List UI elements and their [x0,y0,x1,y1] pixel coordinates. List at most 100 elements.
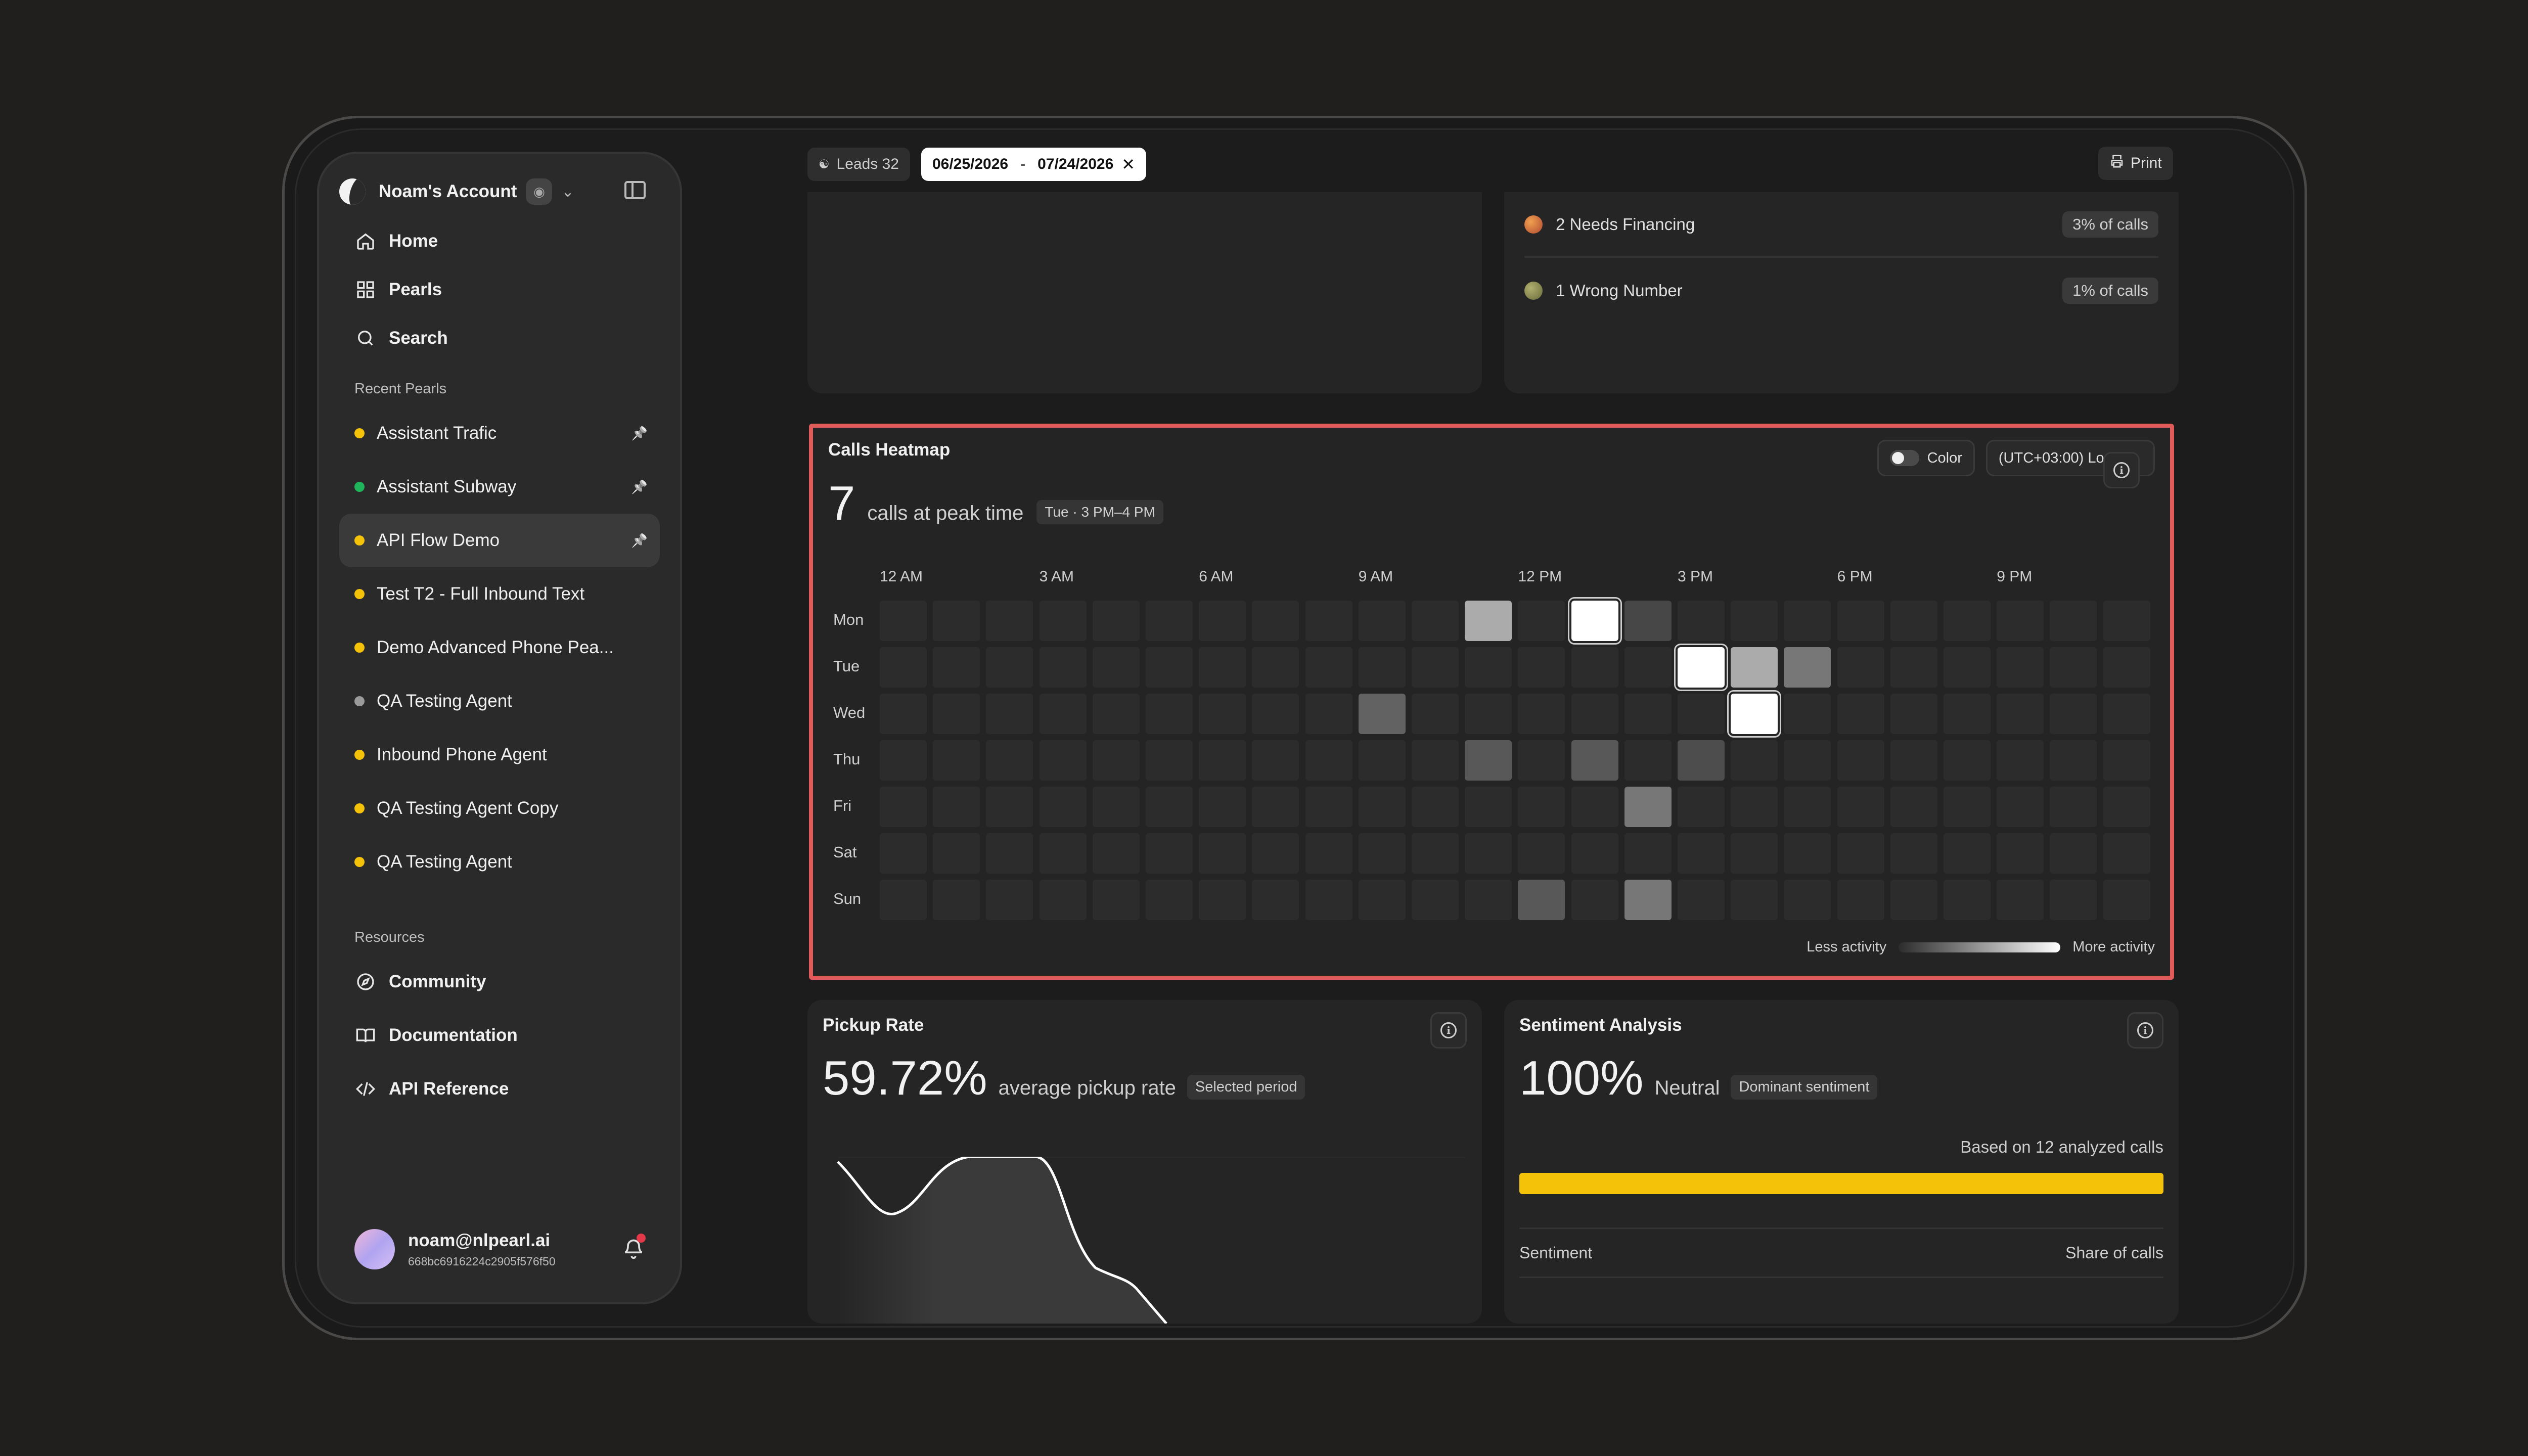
heatmap-cell[interactable] [2050,787,2097,827]
heatmap-cell[interactable] [933,647,980,688]
heatmap-cell[interactable] [1305,740,1352,781]
heatmap-cell[interactable] [1039,833,1087,874]
pearl-item[interactable]: QA Testing Agent [339,835,660,889]
heatmap-cell[interactable] [1305,833,1352,874]
heatmap-cell[interactable] [1146,694,1193,734]
pin-icon[interactable]: 📌 [631,425,648,441]
heatmap-cell[interactable] [1518,694,1565,734]
heatmap-cell[interactable] [1146,787,1193,827]
heatmap-cell[interactable] [1039,601,1087,641]
heatmap-cell[interactable] [1305,601,1352,641]
heatmap-cell[interactable] [1358,833,1406,874]
heatmap-cell[interactable] [1465,601,1512,641]
heatmap-cell[interactable] [1678,787,1725,827]
heatmap-cell[interactable] [1358,601,1406,641]
heatmap-cell[interactable] [1731,880,1778,920]
heatmap-cell[interactable] [1571,833,1618,874]
heatmap-cell[interactable] [2050,601,2097,641]
nav-search[interactable]: Search [339,314,660,362]
heatmap-cell[interactable] [1784,694,1831,734]
heatmap-cell[interactable] [1890,880,1937,920]
heatmap-cell[interactable] [1146,647,1193,688]
heatmap-cell[interactable] [880,740,927,781]
heatmap-cell[interactable] [880,880,927,920]
heatmap-cell[interactable] [1944,787,1991,827]
heatmap-cell[interactable] [1944,740,1991,781]
heatmap-cell[interactable] [1199,601,1246,641]
date-range-picker[interactable]: 06/25/2026 - 07/24/2026 ✕ [921,148,1147,181]
nav-pearls[interactable]: Pearls [339,265,660,314]
heatmap-cell[interactable] [1731,740,1778,781]
heatmap-cell[interactable] [1571,880,1618,920]
heatmap-cell[interactable] [1890,601,1937,641]
heatmap-cell[interactable] [1358,647,1406,688]
heatmap-cell[interactable] [1252,833,1299,874]
heatmap-cell[interactable] [1678,694,1725,734]
info-button[interactable]: i [1430,1012,1467,1049]
heatmap-cell[interactable] [1944,647,1991,688]
pearl-item[interactable]: Assistant Subway 📌 [339,460,660,514]
heatmap-cell[interactable] [1997,694,2044,734]
heatmap-cell[interactable] [1731,647,1778,688]
pearl-item[interactable]: QA Testing Agent Copy [339,782,660,835]
pearl-item[interactable]: Demo Advanced Phone Pea... [339,621,660,674]
heatmap-cell[interactable] [1837,601,1884,641]
heatmap-cell[interactable] [1518,647,1565,688]
heatmap-cell[interactable] [1412,833,1459,874]
heatmap-cell[interactable] [933,740,980,781]
heatmap-cell[interactable] [1624,694,1672,734]
heatmap-cell[interactable] [1465,647,1512,688]
heatmap-cell[interactable] [1624,601,1672,641]
heatmap-cell[interactable] [1039,880,1087,920]
heatmap-cell[interactable] [1199,787,1246,827]
heatmap-cell[interactable] [986,694,1033,734]
heatmap-cell[interactable] [1092,880,1140,920]
heatmap-cell[interactable] [1837,694,1884,734]
heatmap-cell[interactable] [2103,880,2150,920]
heatmap-cell[interactable] [1146,833,1193,874]
heatmap-cell[interactable] [1624,880,1672,920]
heatmap-cell[interactable] [1784,787,1831,827]
heatmap-cell[interactable] [933,601,980,641]
heatmap-cell[interactable] [2103,740,2150,781]
heatmap-cell[interactable] [1412,694,1459,734]
heatmap-cell[interactable] [1412,647,1459,688]
nav-home[interactable]: Home [339,217,660,265]
heatmap-cell[interactable] [1890,833,1937,874]
heatmap-cell[interactable] [1890,740,1937,781]
heatmap-cell[interactable] [1837,647,1884,688]
heatmap-cell[interactable] [986,601,1033,641]
heatmap-cell[interactable] [2050,880,2097,920]
color-toggle[interactable]: Color [1877,440,1975,476]
heatmap-cell[interactable] [2050,740,2097,781]
heatmap-cell[interactable] [2050,694,2097,734]
heatmap-cell[interactable] [1039,694,1087,734]
heatmap-cell[interactable] [1199,647,1246,688]
heatmap-cell[interactable] [1305,787,1352,827]
heatmap-cell[interactable] [1890,647,1937,688]
pearl-item[interactable]: QA Testing Agent [339,674,660,728]
pearl-item[interactable]: Test T2 - Full Inbound Text [339,567,660,621]
heatmap-cell[interactable] [1146,601,1193,641]
heatmap-cell[interactable] [2103,647,2150,688]
heatmap-cell[interactable] [1731,694,1778,734]
heatmap-cell[interactable] [1412,740,1459,781]
heatmap-cell[interactable] [1731,833,1778,874]
user-profile[interactable]: noam@nlpearl.ai 668bc6916224c2905f576f50 [339,1221,660,1277]
heatmap-cell[interactable] [1092,601,1140,641]
close-icon[interactable]: ✕ [1121,155,1136,173]
heatmap-cell[interactable] [1358,880,1406,920]
info-button[interactable]: i [2103,452,2140,488]
toggle-switch[interactable] [1889,450,1919,466]
heatmap-cell[interactable] [880,601,927,641]
heatmap-cell[interactable] [880,787,927,827]
account-switcher[interactable]: Noam's Account ◉ ⌄ [339,174,660,209]
heatmap-cell[interactable] [1465,787,1512,827]
heatmap-cell[interactable] [1571,647,1618,688]
heatmap-cell[interactable] [1624,787,1672,827]
heatmap-cell[interactable] [1358,740,1406,781]
heatmap-cell[interactable] [2103,787,2150,827]
heatmap-cell[interactable] [1092,833,1140,874]
heatmap-cell[interactable] [986,880,1033,920]
heatmap-cell[interactable] [1199,740,1246,781]
